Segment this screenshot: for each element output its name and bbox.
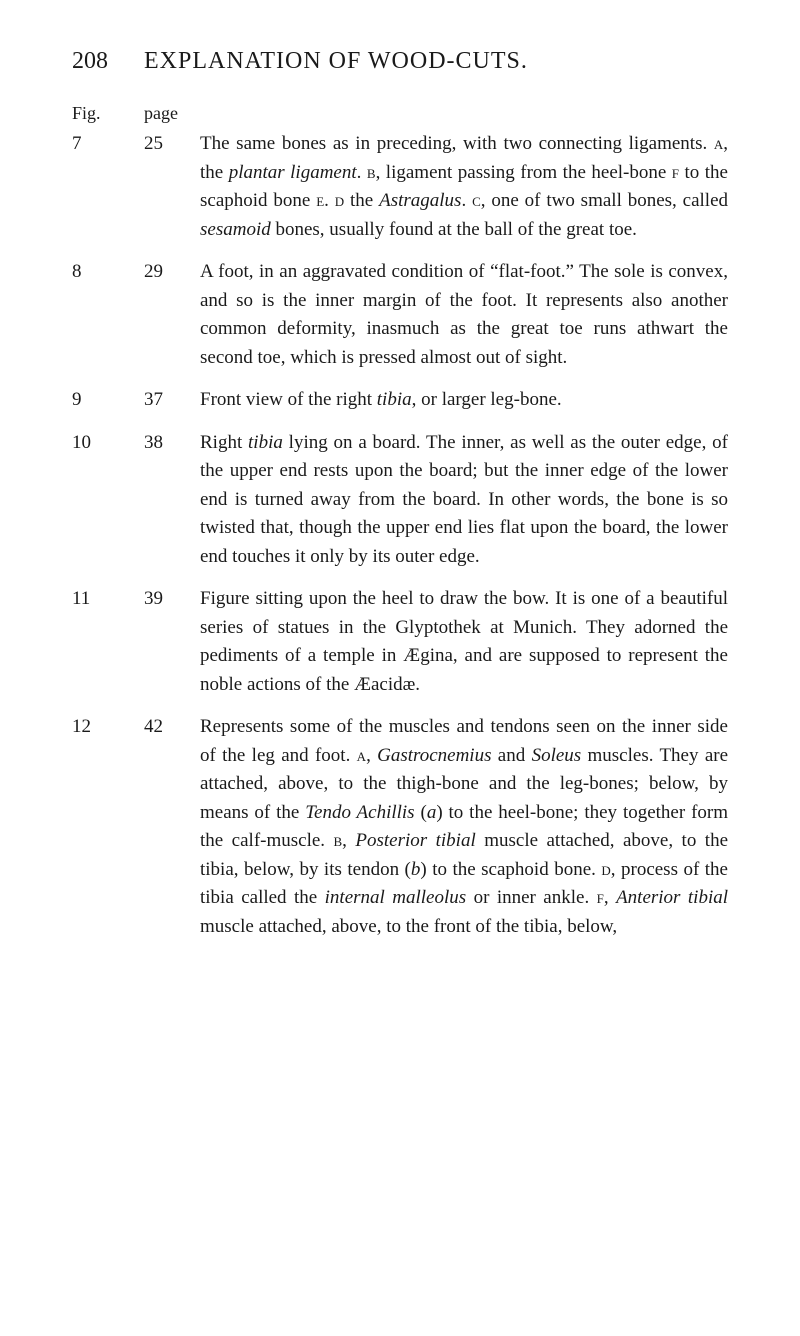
fig-number: 9 [72, 386, 144, 415]
entry-description: Figure sitting upon the heel to draw the… [200, 585, 728, 699]
fig-number: 10 [72, 429, 144, 572]
page-title: EXPLANATION OF WOOD-CUTS. [144, 48, 528, 75]
entry-row: 829A foot, in an aggravated condition of… [72, 258, 728, 372]
entry-row: 1038Right tibia lying on a board. The in… [72, 429, 728, 572]
entry-page-number: 42 [144, 713, 200, 941]
entry-page-number: 39 [144, 585, 200, 699]
entry-description: Front view of the right tibia, or larger… [200, 386, 728, 415]
entry-row: 1139Figure sitting upon the heel to draw… [72, 585, 728, 699]
entry-description: Right tibia lying on a board. The inner,… [200, 429, 728, 572]
fig-number: 8 [72, 258, 144, 372]
entry-page-number: 25 [144, 130, 200, 244]
entry-description: The same bones as in preceding, with two… [200, 130, 728, 244]
entry-page-number: 38 [144, 429, 200, 572]
entry-page-number: 37 [144, 386, 200, 415]
entry-description: Represents some of the muscles and tendo… [200, 713, 728, 941]
entry-row: 725The same bones as in preceding, with … [72, 130, 728, 244]
entries-list: 725The same bones as in preceding, with … [72, 130, 728, 941]
entry-description: A foot, in an aggravated condition of “f… [200, 258, 728, 372]
column-heads: Fig. page [72, 103, 728, 124]
fig-number: 7 [72, 130, 144, 244]
fig-number: 11 [72, 585, 144, 699]
page-head: page [144, 103, 200, 124]
fig-head: Fig. [72, 103, 144, 124]
entry-page-number: 29 [144, 258, 200, 372]
entry-row: 937Front view of the right tibia, or lar… [72, 386, 728, 415]
fig-number: 12 [72, 713, 144, 941]
header-row: 208 EXPLANATION OF WOOD-CUTS. [72, 48, 728, 75]
page-number: 208 [72, 48, 144, 75]
entry-row: 1242Represents some of the muscles and t… [72, 713, 728, 941]
page: 208 EXPLANATION OF WOOD-CUTS. Fig. page … [0, 0, 800, 1336]
